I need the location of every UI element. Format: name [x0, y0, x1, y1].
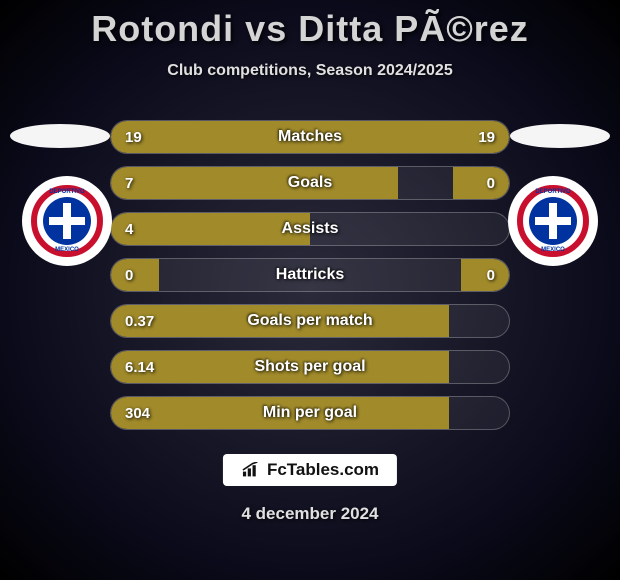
metric-value-right: 19 — [478, 129, 495, 146]
metric-value-left: 304 — [125, 405, 150, 422]
metric-label: Matches — [278, 128, 342, 146]
metric-label: Hattricks — [276, 266, 344, 284]
metric-label: Goals — [288, 174, 332, 192]
club-crest-left: DEPORTIVO MEXICO — [22, 176, 112, 266]
source-text: FcTables.com — [267, 460, 379, 480]
source-badge: FcTables.com — [223, 454, 397, 486]
page-title: Rotondi vs Ditta PÃ©rez — [0, 0, 620, 50]
metric-value-right: 0 — [487, 175, 495, 192]
bar-fill-right — [461, 259, 509, 291]
season-subtitle: Club competitions, Season 2024/2025 — [0, 62, 620, 80]
metric-label: Min per goal — [263, 404, 357, 422]
player-right-placeholder — [510, 124, 610, 148]
metric-value-right: 0 — [487, 267, 495, 284]
metric-value-left: 4 — [125, 221, 133, 238]
crest-text-top: DEPORTIVO — [37, 189, 97, 195]
crest-text-bottom: MEXICO — [523, 247, 583, 253]
metric-row: 304 Min per goal — [110, 396, 510, 430]
metric-label: Shots per goal — [254, 358, 365, 376]
bar-fill-right — [453, 167, 509, 199]
comparison-bars: 19 Matches 19 7 Goals 0 4 Assists 0 Hattricks 0 0.3… — [110, 120, 510, 442]
crest-text-bottom: MEXICO — [37, 247, 97, 253]
metric-value-left: 0.37 — [125, 313, 154, 330]
metric-value-left: 19 — [125, 129, 142, 146]
footer-date: 4 december 2024 — [0, 504, 620, 524]
metric-value-left: 6.14 — [125, 359, 154, 376]
crest-cross-icon — [529, 197, 577, 245]
crest-text-top: DEPORTIVO — [523, 189, 583, 195]
chart-icon — [241, 462, 261, 478]
metric-row: 0 Hattricks 0 — [110, 258, 510, 292]
metric-row: 4 Assists — [110, 212, 510, 246]
bar-fill-left — [111, 213, 310, 245]
metric-row: 6.14 Shots per goal — [110, 350, 510, 384]
metric-value-left: 7 — [125, 175, 133, 192]
player-left-placeholder — [10, 124, 110, 148]
metric-row: 19 Matches 19 — [110, 120, 510, 154]
metric-value-left: 0 — [125, 267, 133, 284]
bar-fill-left — [111, 167, 398, 199]
metric-row: 7 Goals 0 — [110, 166, 510, 200]
metric-label: Goals per match — [247, 312, 372, 330]
club-crest-right: DEPORTIVO MEXICO — [508, 176, 598, 266]
metric-row: 0.37 Goals per match — [110, 304, 510, 338]
crest-cross-icon — [43, 197, 91, 245]
bar-fill-left — [111, 259, 159, 291]
metric-label: Assists — [282, 220, 339, 238]
